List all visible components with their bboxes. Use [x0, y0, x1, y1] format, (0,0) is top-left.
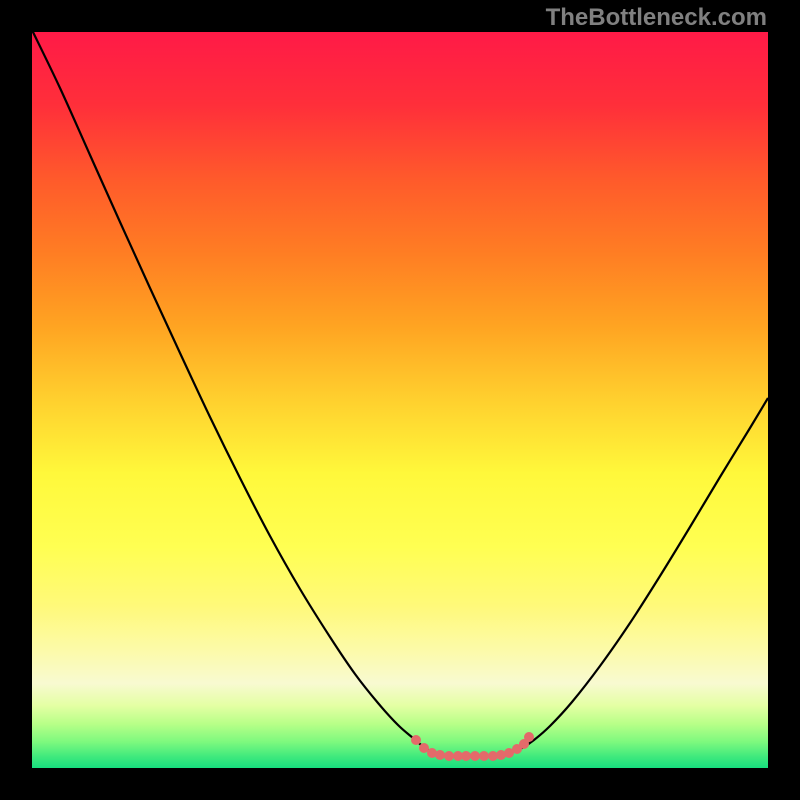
optimal-marker: [524, 732, 534, 742]
bottleneck-curve: [32, 30, 768, 755]
canvas: TheBottleneck.com: [0, 0, 800, 800]
watermark-text: TheBottleneck.com: [546, 4, 767, 32]
curve-layer: [0, 0, 800, 800]
